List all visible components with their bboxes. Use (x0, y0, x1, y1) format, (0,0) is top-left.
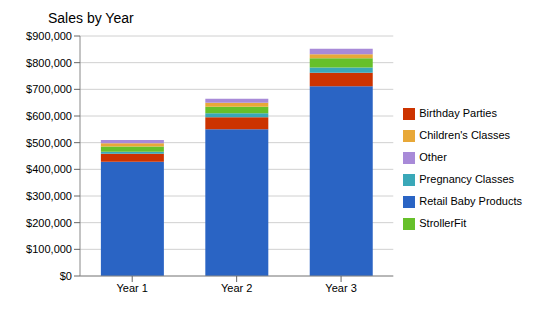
html-text:Pregnancy Classes: Pregnancy Classes (419, 173, 515, 185)
svg-text:$800,000: $800,000 (26, 57, 72, 69)
html-text:Children's Classes: Children's Classes (419, 129, 510, 141)
svg-text:$0: $0 (60, 270, 72, 282)
svg-text:$400,000: $400,000 (26, 163, 72, 175)
svg-text:$300,000: $300,000 (26, 190, 72, 202)
svg-text:$600,000: $600,000 (26, 110, 72, 122)
html-text:StrollerFit: StrollerFit (419, 217, 467, 229)
svg-text:Year 1: Year 1 (117, 282, 148, 294)
html-text:Sales by Year: Sales by Year (48, 10, 134, 26)
svg-text:$200,000: $200,000 (26, 217, 72, 229)
svg-text:Year 3: Year 3 (325, 282, 356, 294)
svg-text:$500,000: $500,000 (26, 137, 72, 149)
svg-text:$900,000: $900,000 (26, 30, 72, 42)
svg-text:Year 2: Year 2 (221, 282, 252, 294)
svg-text:$100,000: $100,000 (26, 243, 72, 255)
html-text:Retail Baby Products: Retail Baby Products (419, 195, 522, 207)
svg-text:$700,000: $700,000 (26, 83, 72, 95)
html-text:Birthday Parties: Birthday Parties (419, 107, 497, 119)
html-text:Other: Other (419, 151, 447, 163)
